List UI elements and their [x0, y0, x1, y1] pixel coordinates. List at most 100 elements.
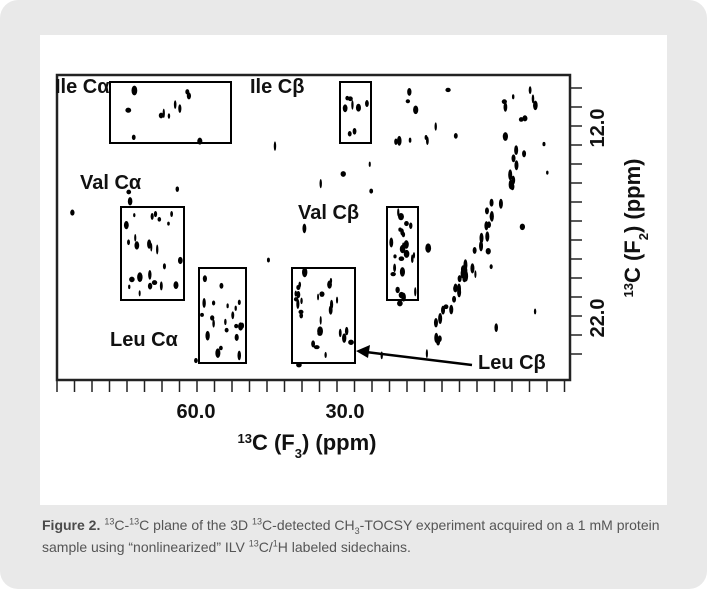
peak [369, 188, 374, 194]
peak [300, 297, 303, 305]
peak [409, 222, 413, 229]
peak [137, 272, 143, 283]
peak [162, 263, 166, 270]
region-boxes [109, 81, 419, 364]
y-tick-label: 22.0 [587, 299, 609, 338]
peak [231, 311, 235, 320]
spectrum: Ile Cα Ile Cβ Val Cα Val Cβ Leu Cα Leu Cβ 60.0… [55, 73, 651, 461]
peak [126, 189, 132, 195]
peak [438, 312, 443, 325]
peak [177, 256, 183, 265]
peak [514, 160, 519, 171]
title-run: 3 [295, 446, 302, 461]
peak [148, 270, 152, 280]
caption-run: 13 [129, 516, 140, 527]
peak [273, 141, 277, 151]
plot-frame [55, 73, 572, 382]
peak [319, 291, 325, 297]
peak [485, 231, 490, 242]
peak [464, 270, 469, 282]
region-label: Val Cβ [298, 202, 359, 224]
peak [390, 272, 396, 277]
peak [425, 243, 432, 253]
peak [175, 186, 180, 192]
peaks [70, 85, 549, 368]
peak [489, 264, 493, 270]
peak [319, 179, 322, 189]
region-label: Leu Cα [110, 329, 179, 351]
peak [460, 268, 465, 279]
peak [158, 112, 164, 119]
peak [393, 254, 397, 259]
peak [393, 263, 397, 273]
region-box [339, 81, 372, 144]
peak [123, 221, 129, 230]
caption-run: C/ [258, 539, 273, 555]
peak [425, 349, 428, 359]
peak [317, 331, 323, 336]
peak [426, 136, 429, 146]
title-run: 13 [621, 283, 636, 297]
peak [296, 299, 300, 309]
peak [401, 231, 406, 238]
peak [296, 290, 301, 299]
peak [368, 161, 371, 167]
peak [397, 208, 400, 217]
peak [433, 317, 438, 328]
y-tick-label: 12.0 [587, 109, 609, 148]
peak [153, 210, 158, 218]
peak [365, 100, 369, 108]
peak [351, 100, 354, 110]
peak [479, 232, 484, 244]
peak [522, 115, 528, 122]
peak [397, 135, 402, 146]
peak [445, 87, 451, 93]
caption-label: Figure 2. [42, 517, 101, 533]
peak [186, 92, 192, 100]
peak [335, 296, 339, 304]
peak [489, 210, 494, 222]
peak [215, 348, 221, 358]
peak [194, 358, 198, 364]
peak [503, 102, 508, 112]
peak [167, 113, 171, 119]
peak [389, 237, 394, 248]
peak [298, 309, 304, 315]
region-box [198, 267, 247, 364]
peak [498, 198, 503, 209]
peak [519, 223, 526, 231]
peak [437, 335, 442, 343]
peak [224, 327, 229, 333]
peak [398, 212, 404, 221]
peak [546, 170, 549, 175]
region-box [386, 206, 419, 301]
title-run: C (F [620, 240, 645, 283]
caption-run: 1 [272, 538, 278, 549]
caption-run: C- [114, 517, 130, 533]
peak [340, 171, 346, 177]
peak [319, 315, 322, 325]
peak [434, 122, 437, 131]
peak [159, 281, 163, 291]
peak [489, 198, 494, 207]
peak [240, 322, 245, 329]
peak [533, 100, 538, 111]
peak [205, 330, 210, 341]
peak [151, 280, 158, 286]
peak [457, 287, 462, 298]
peak [317, 293, 320, 301]
peak [452, 295, 457, 303]
caption-run: 3 [354, 525, 360, 536]
peak [156, 244, 159, 255]
x-tick-label: 60.0 [177, 401, 216, 423]
peak [134, 241, 140, 250]
peak [348, 339, 354, 345]
caption-run: -TOCSY experiment acquired on a 1 mM pro… [42, 517, 660, 555]
peak [453, 285, 458, 293]
peak [522, 150, 527, 158]
peak [138, 290, 141, 297]
peak [211, 300, 216, 306]
peak [202, 275, 207, 283]
peak [224, 318, 227, 326]
